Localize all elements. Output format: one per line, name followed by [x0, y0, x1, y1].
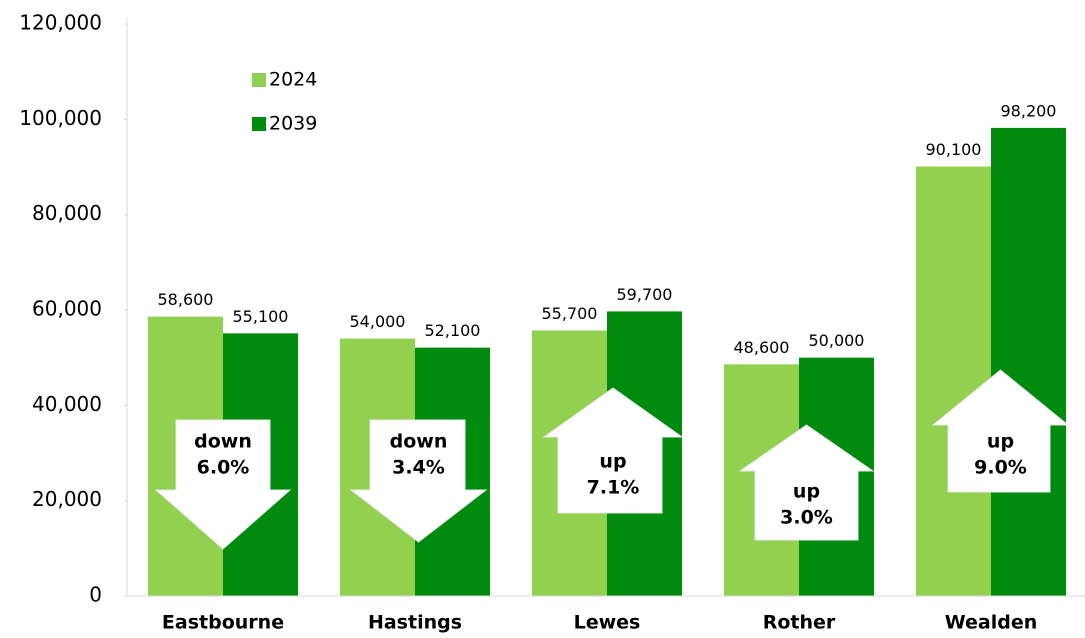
annotation-arrow: [154, 419, 292, 550]
y-tick-label: 40,000: [32, 392, 102, 416]
legend-label: 2039: [269, 113, 317, 135]
annotation-arrow: [349, 419, 488, 543]
y-tick-label: 60,000: [32, 297, 102, 321]
annotation-text: 9.0%: [974, 457, 1027, 479]
legend-swatch: [252, 117, 266, 131]
legend-label: 2024: [269, 69, 317, 91]
annotation-text: up: [599, 451, 626, 473]
annotation-text: up: [793, 481, 820, 503]
value-label: 52,100: [425, 321, 481, 340]
legend-swatch: [252, 73, 266, 87]
value-label: 55,700: [542, 304, 598, 323]
y-tick-label: 120,000: [19, 11, 102, 35]
annotation-text: down: [194, 431, 252, 453]
x-tick-label: Eastbourne: [162, 612, 284, 634]
value-label: 55,100: [233, 307, 289, 326]
value-label: 90,100: [926, 140, 982, 159]
value-label: 59,700: [617, 285, 673, 304]
y-tick-label: 20,000: [32, 487, 102, 511]
bar: [991, 127, 1066, 596]
annotation-text: 3.4%: [392, 457, 445, 479]
annotation-arrow: [738, 424, 875, 541]
y-tick-label: 80,000: [32, 201, 102, 225]
annotation-text: 6.0%: [197, 457, 250, 479]
value-label: 48,600: [734, 338, 790, 357]
annotation-text: up: [987, 431, 1014, 453]
x-tick-label: Wealden: [945, 612, 1038, 634]
annotation-text: 7.1%: [587, 477, 640, 499]
y-tick-label: 0: [89, 583, 102, 607]
bar: [916, 166, 991, 597]
value-label: 98,200: [1001, 101, 1057, 120]
annotation-text: down: [390, 431, 448, 453]
x-tick-label: Hastings: [368, 612, 462, 634]
annotation-arrow: [542, 387, 684, 514]
y-tick-label: 100,000: [19, 106, 102, 130]
value-label: 58,600: [158, 290, 214, 309]
x-tick-label: Lewes: [574, 612, 641, 634]
value-label: 50,000: [809, 331, 865, 350]
value-label: 54,000: [350, 312, 406, 331]
annotation-text: 3.0%: [780, 507, 833, 529]
annotation-arrow: [931, 369, 1070, 493]
x-tick-label: Rother: [763, 612, 836, 634]
